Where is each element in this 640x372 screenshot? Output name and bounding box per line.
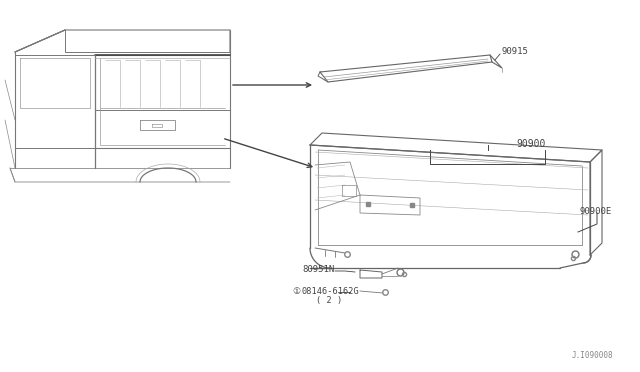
Text: ①: ① bbox=[292, 286, 300, 295]
Text: J.I090008: J.I090008 bbox=[572, 352, 614, 360]
Text: 08146-6162G: 08146-6162G bbox=[302, 286, 360, 295]
Text: ( 2 ): ( 2 ) bbox=[316, 295, 342, 305]
Text: 90915: 90915 bbox=[502, 46, 529, 55]
Text: 90900E: 90900E bbox=[579, 206, 611, 215]
Text: 90900: 90900 bbox=[516, 139, 545, 149]
Text: 80951N: 80951N bbox=[302, 264, 334, 273]
